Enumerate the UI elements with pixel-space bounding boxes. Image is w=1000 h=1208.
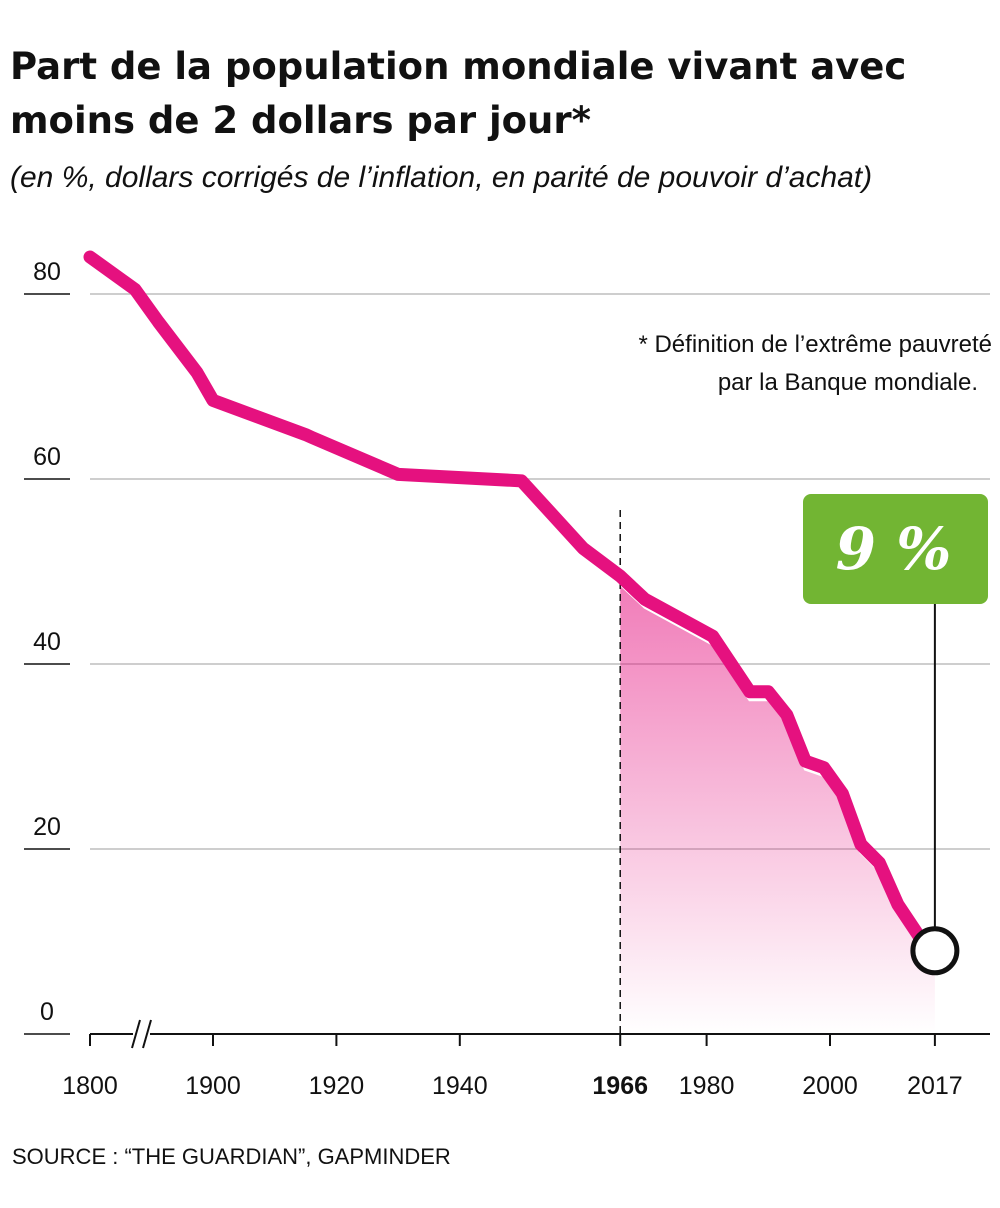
footnote-line-1: * Définition de l’extrême pauvreté [638, 331, 992, 358]
end-point-marker [910, 926, 960, 976]
axis-break-mark-1 [131, 1019, 141, 1049]
source-note: SOURCE : “THE GUARDIAN”, GAPMINDER [12, 1144, 451, 1169]
y-tick-label-80: 80 [33, 258, 61, 286]
axis-break-gap [133, 1030, 150, 1038]
x-tick-label-1800: 1800 [62, 1072, 118, 1100]
footnote: * Définition de l’extrême pauvreté par l… [638, 331, 992, 396]
series-line [83, 250, 942, 958]
y-tick-label-20: 20 [33, 813, 61, 841]
callout-value: 9 % [836, 515, 952, 583]
chart-title: Part de la population mondiale vivant av… [10, 45, 907, 142]
highlight-area [619, 583, 936, 1034]
x-tick-label-1940: 1940 [432, 1072, 488, 1100]
x-tick-label-1966: 1966 [592, 1072, 648, 1100]
chart-subtitle: (en %, dollars corrigés de l’inflation, … [10, 161, 873, 194]
y-tick-label-60: 60 [33, 443, 61, 471]
y-tick-label-0: 0 [40, 998, 54, 1026]
x-tick-label-1920: 1920 [309, 1072, 365, 1100]
axis-break-mark-2 [142, 1019, 152, 1049]
footnote-line-2: par la Banque mondiale. [718, 369, 978, 396]
tick-labels: 0 20 40 60 80 1800 1900 1920 1940 1966 1980 2000 201… [24, 258, 963, 1100]
x-tick-label-1900: 1900 [185, 1072, 241, 1100]
x-axis [89, 1019, 990, 1049]
poverty-share-line [83, 250, 942, 958]
x-tick-label-2000: 2000 [802, 1072, 858, 1100]
callout-box [803, 494, 988, 604]
highlight-area-fill [620, 584, 935, 1034]
x-tick-label-1980: 1980 [679, 1072, 735, 1100]
x-tick-label-2017: 2017 [907, 1072, 963, 1100]
y-tick-label-40: 40 [33, 628, 61, 656]
callout: 9 % [803, 494, 988, 976]
